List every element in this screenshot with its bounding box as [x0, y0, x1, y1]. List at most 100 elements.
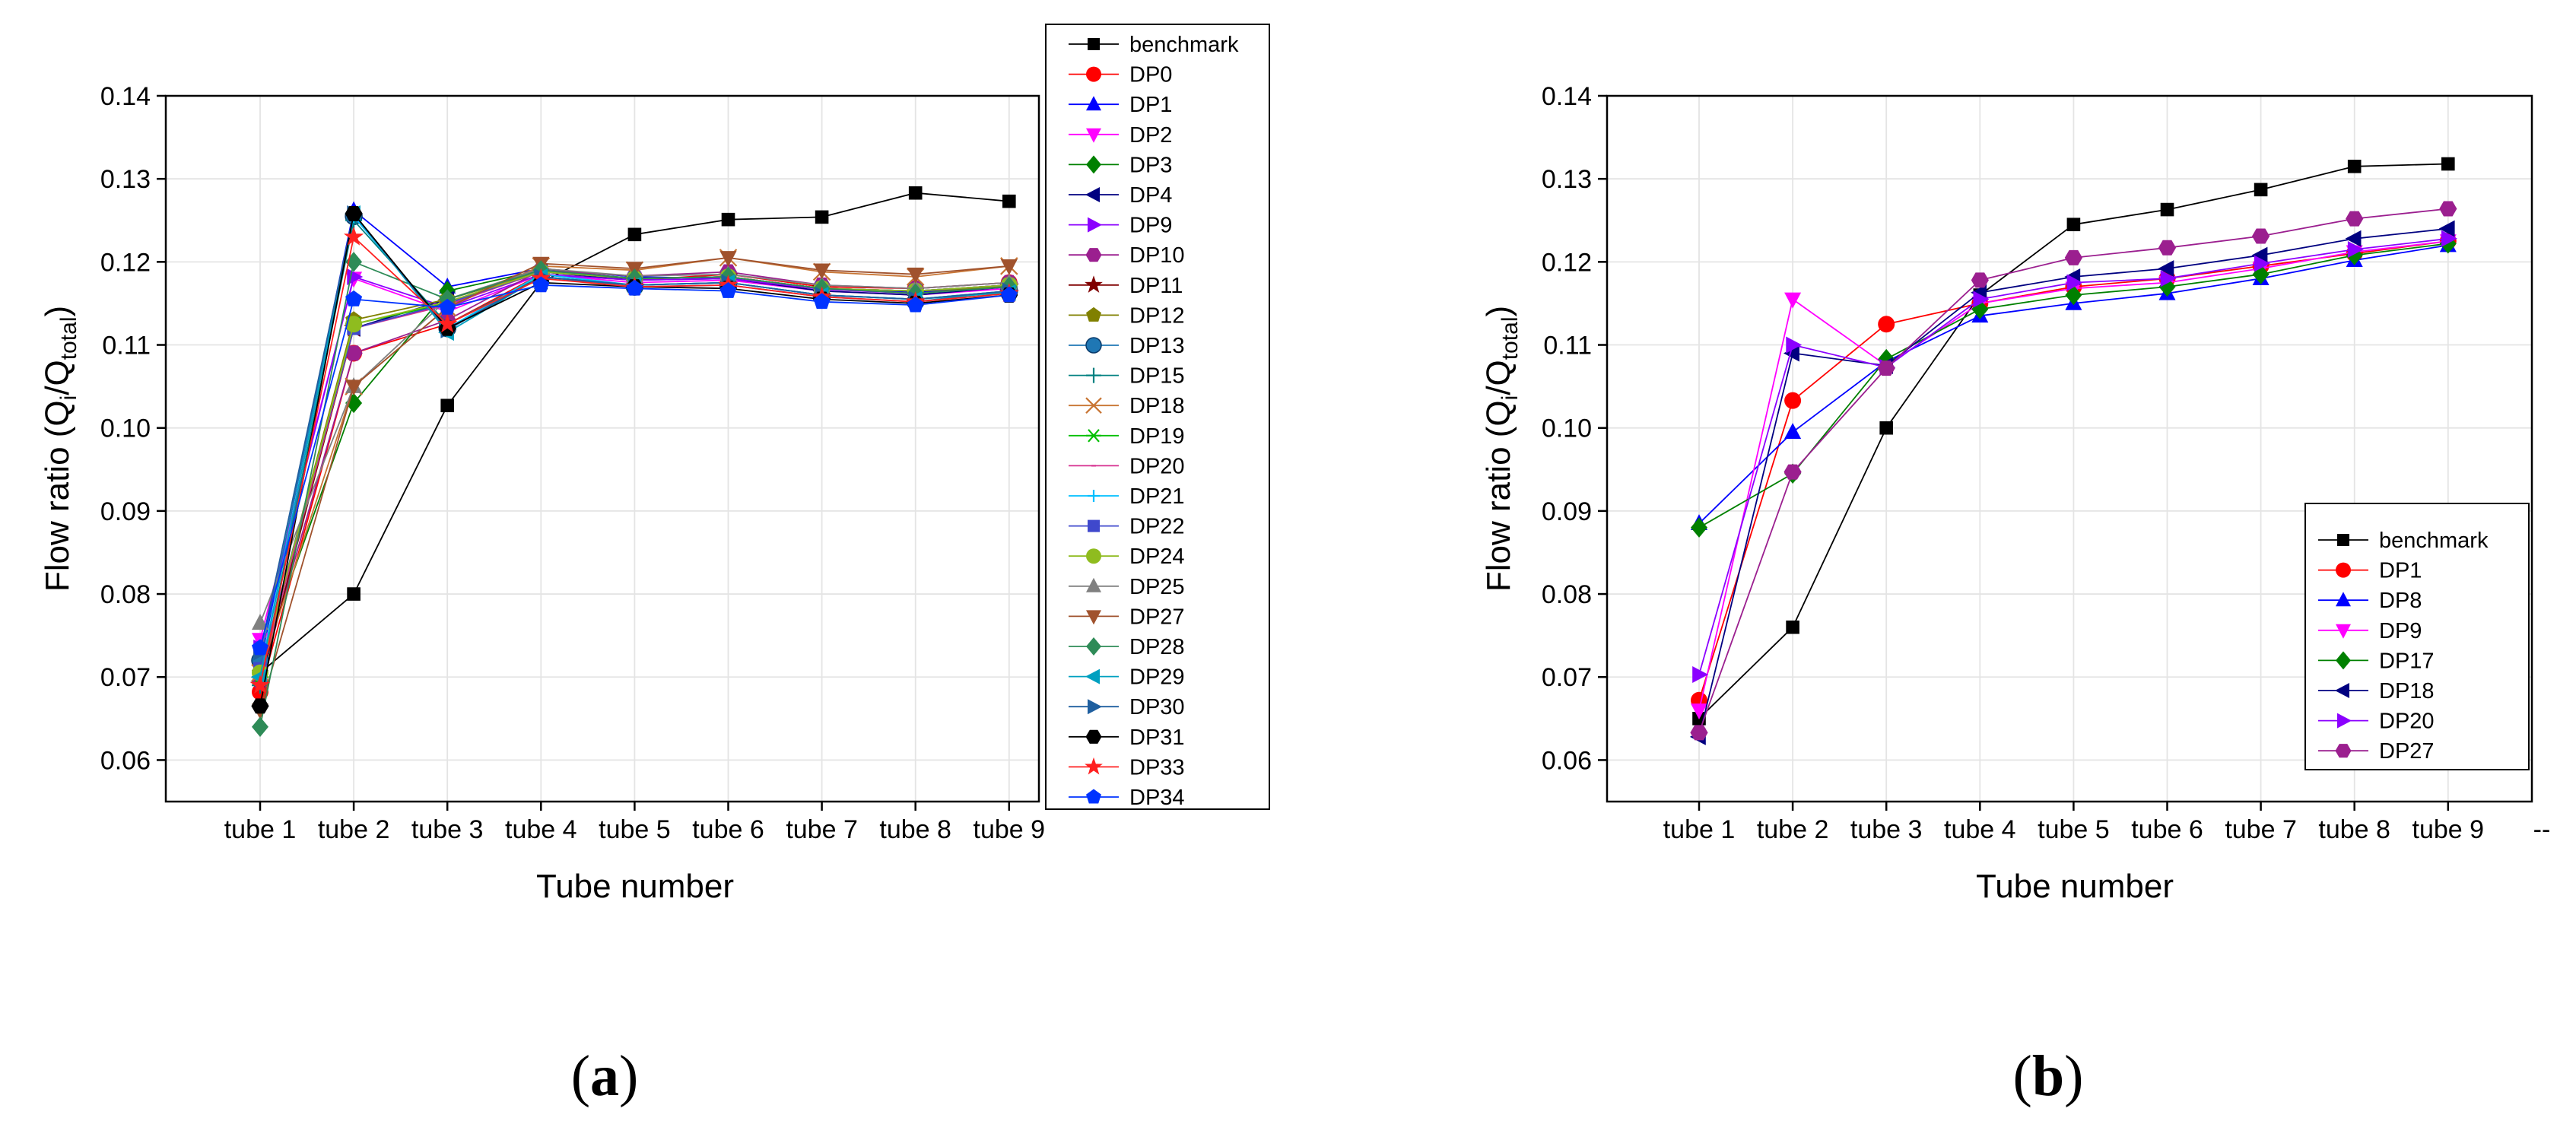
data-point-dp18	[2345, 230, 2362, 247]
legend-label: DP25	[1129, 575, 1185, 599]
chart-a-frame	[164, 94, 1040, 803]
legend-marker	[2337, 713, 2352, 729]
chart-b-y-ticks: 0.06 0.07 0.08 0.09 0.10 0.11 0.12 0.13 0.14	[1542, 82, 1607, 775]
chart-a-y-axis-title: Flow ratio (Qi/Qtotal)	[39, 306, 81, 592]
data-point-dp31	[251, 698, 269, 714]
chart-b-ylabel-sep: /Q	[1480, 360, 1517, 395]
legend-marker	[1085, 397, 1102, 414]
legend-item-dp17: DP17	[2318, 649, 2435, 673]
y-tick-label: 0.09	[100, 497, 151, 526]
legend-label: DP9	[1129, 214, 1172, 238]
data-point-dp34	[907, 296, 924, 313]
legend-label: DP9	[2379, 619, 2422, 643]
x-tick-label: tube 7	[786, 815, 858, 844]
x-tick-label: tube 9	[2412, 815, 2485, 844]
legend-marker	[1086, 610, 1101, 625]
data-point-dp34	[532, 276, 550, 293]
data-point-dp33	[437, 313, 458, 333]
chart-a: 0.06 0.07 0.08 0.09 0.10 0.11 0.12 0.13 0.14 tub…	[39, 24, 1270, 1108]
legend-item-dp25: DP25	[1069, 575, 1185, 599]
data-point-dp9	[1691, 703, 1707, 720]
legend-marker	[2337, 534, 2349, 546]
legend-label: DP27	[1129, 605, 1185, 629]
legend-marker	[1085, 187, 1100, 202]
chart-b-panel-label: (b)	[2013, 1044, 2084, 1108]
legend-item-dp29: DP29	[1069, 665, 1185, 690]
x-tick-label: tube 8	[2318, 815, 2390, 844]
legend-marker	[1086, 548, 1101, 564]
legend-label: DP1	[2379, 559, 2422, 583]
legend-item-dp13: DP13	[1069, 334, 1185, 358]
data-point-dp17	[2065, 284, 2082, 306]
data-point-dp28	[252, 716, 268, 737]
legend-label: DP20	[2379, 710, 2435, 734]
data-point-benchmark	[2441, 157, 2455, 171]
legend-marker	[1088, 699, 1102, 715]
legend-item-dp3: DP3	[1069, 153, 1172, 177]
chart-a-ylabel-sub-total: total	[56, 316, 81, 360]
legend-marker	[1085, 757, 1103, 775]
legend-item-dp27: DP27	[1069, 605, 1185, 629]
data-point-dp18	[1784, 345, 1799, 362]
series-dp27	[1690, 201, 2457, 741]
legend-label: DP21	[1129, 484, 1185, 509]
x-tick-label: tube 4	[1944, 815, 2016, 844]
chart-a-ylabel-close: )	[39, 306, 76, 317]
legend-marker	[1086, 66, 1101, 82]
chart-a-ylabel-main: Flow ratio (Q	[39, 400, 76, 592]
data-point-dp24	[345, 316, 363, 333]
legend-label: DP17	[2379, 649, 2435, 673]
data-point-dp34	[439, 298, 456, 315]
data-point-dp25	[252, 614, 268, 630]
data-point-dp20	[2441, 230, 2457, 247]
y-tick-label: 0.14	[1542, 82, 1592, 111]
data-point-dp27	[719, 251, 737, 267]
data-point-dp3	[345, 392, 363, 414]
chart-a-ylabel-sub-i: i	[56, 395, 81, 401]
x-tick-label: tube 3	[411, 815, 484, 844]
y-tick-label: 0.12	[1542, 248, 1592, 277]
legend-label: benchmark	[1129, 33, 1239, 57]
legend-item-dp15: DP15	[1069, 364, 1185, 389]
y-tick-label: 0.07	[100, 663, 151, 692]
data-point-dp9	[1784, 292, 1802, 309]
legend-item-dp31: DP31	[1069, 726, 1185, 750]
series-benchmark	[1692, 157, 2455, 726]
legend-label: DP30	[1129, 695, 1185, 719]
data-point-dp20	[2347, 240, 2364, 258]
legend-item-dp30: DP30	[1069, 695, 1185, 719]
legend-marker	[1086, 155, 1101, 174]
legend-marker	[1086, 367, 1101, 383]
y-tick-label: 0.14	[100, 82, 151, 111]
y-tick-label: 0.13	[1542, 165, 1592, 194]
legend-item-dp1: DP1	[1069, 93, 1172, 117]
legend-item-dp1: DP1	[2318, 559, 2422, 583]
chart-b-ylabel-close: )	[1480, 306, 1517, 317]
data-point-benchmark	[440, 399, 454, 413]
data-point-benchmark	[2347, 160, 2362, 173]
y-tick-label: 0.11	[102, 332, 151, 360]
chart-b-series	[1689, 157, 2457, 745]
legend-item-dp28: DP28	[1069, 635, 1185, 659]
legend-item-dp22: DP22	[1069, 515, 1185, 539]
data-point-dp27	[1784, 464, 1802, 480]
data-point-dp27	[2064, 249, 2082, 265]
y-tick-label: 0.08	[100, 580, 151, 609]
data-point-dp27	[1690, 725, 1708, 741]
chart-b-ylabel-main: Flow ratio (Q	[1480, 400, 1517, 592]
x-tick-label: tube 8	[879, 815, 951, 844]
x-tick-label: tube 2	[1757, 815, 1829, 844]
chart-b-legend: benchmark DP1 DP8 DP9 DP17 DP18 DP20 DP27	[2304, 503, 2530, 770]
data-point-dp10	[345, 345, 363, 361]
legend-item-dp9: DP9	[2318, 619, 2422, 643]
legend-item-dp0: DP0	[1069, 63, 1172, 87]
legend-label: DP29	[1129, 665, 1185, 690]
legend-marker	[2336, 651, 2351, 670]
data-point-benchmark	[908, 186, 923, 200]
y-tick-label: 0.08	[1542, 580, 1592, 609]
chart-b-x-axis-title: Tube number	[1976, 868, 2174, 905]
data-point-dp1	[1784, 392, 1802, 409]
legend-label: DP34	[1129, 786, 1185, 810]
chart-b-ylabel-sub-total: total	[1498, 316, 1523, 360]
